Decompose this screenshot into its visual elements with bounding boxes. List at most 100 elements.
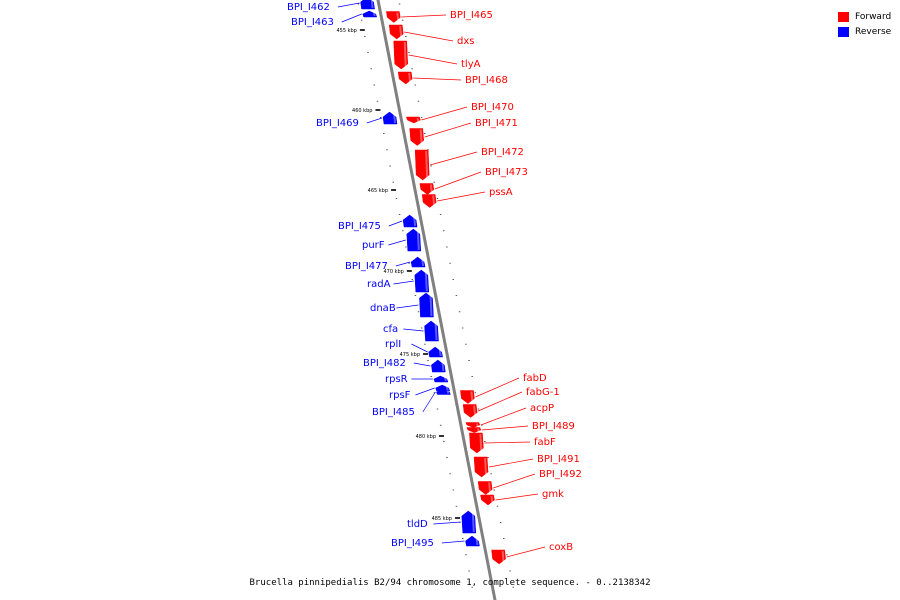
- gene-bpi_i475-arrow: [402, 214, 418, 228]
- gene-bpi_i463-arrow: [362, 10, 378, 18]
- gene-shading: [429, 293, 433, 317]
- gene-shading: [484, 457, 488, 477]
- gene-shading: [432, 195, 436, 207]
- tick-label: 485 kbp: [432, 516, 452, 522]
- gene-label-coxb: coxB: [549, 542, 573, 553]
- legend-label-forward: Forward: [855, 11, 892, 22]
- tick-label: 460 kbp: [352, 108, 372, 114]
- gene-coxb-arrow: [491, 549, 506, 565]
- gene-shading: [424, 270, 428, 292]
- forward-swatch: [838, 11, 849, 22]
- gene-bpi_i465-arrow: [386, 11, 401, 23]
- gene-bpi_i469-arrow: [382, 111, 398, 125]
- gene-shading: [416, 117, 420, 123]
- gene-rpsr-arrow: [433, 375, 449, 383]
- gene-fabg-1-arrow: [462, 404, 478, 418]
- tick-label: 480 kbp: [416, 434, 436, 440]
- gene-leader-line: [366, 117, 383, 124]
- gene-label-bpi_i472: BPI_I472: [481, 147, 524, 158]
- legend-label-reverse: Reverse: [855, 26, 892, 37]
- gene-shading: [475, 536, 479, 546]
- gene-label-bpi_i495: BPI_I495: [391, 538, 434, 549]
- gene-leader-line: [341, 13, 362, 23]
- gene-leader-line: [413, 362, 431, 367]
- legend: Forward Reverse: [838, 9, 891, 39]
- gene-bpi_i485-arrow: [436, 389, 451, 395]
- gene-leader-line: [433, 521, 461, 525]
- gene-bpi_i477-arrow: [410, 256, 426, 268]
- gene-label-bpi_i491: BPI_I491: [537, 454, 580, 465]
- gene-label-rpsf: rpsF: [389, 390, 411, 401]
- gene-gmk-arrow: [480, 494, 495, 506]
- gene-leader-line: [430, 151, 478, 166]
- gene-shading: [443, 376, 447, 382]
- gene-leader-line: [478, 391, 523, 412]
- gene-label-bpi_i473: BPI_I473: [485, 167, 528, 178]
- gene-leader-line: [434, 171, 482, 190]
- gene-label-dnab: dnaB: [370, 303, 396, 314]
- gene-leader-line: [393, 280, 414, 285]
- gene-shading: [425, 150, 429, 180]
- gene-shading: [445, 385, 449, 391]
- tick-label: 465 kbp: [368, 188, 388, 194]
- gene-bpi_i495-arrow: [465, 535, 480, 547]
- gene-shading: [501, 550, 505, 564]
- gene-leader-line: [408, 54, 458, 65]
- gene-shading: [434, 321, 438, 341]
- gene-acpp-arrow: [465, 422, 481, 428]
- gene-bpi_i473-arrow: [419, 183, 435, 195]
- gene-label-fabd: fabD: [523, 373, 547, 384]
- gene-leader-line: [495, 493, 539, 501]
- gene-label-bpi_i462: BPI_I462: [287, 2, 330, 13]
- gene-leader-line: [437, 191, 486, 202]
- gene-label-rada: radA: [367, 279, 391, 290]
- gene-label-bpi_i485: BPI_I485: [372, 407, 415, 418]
- gene-rada-arrow: [414, 269, 430, 293]
- gene-leader-line: [411, 343, 428, 353]
- gene-leader-line: [395, 261, 411, 267]
- gene-bpi_i489-arrow: [466, 427, 482, 433]
- gene-leader-line: [475, 377, 520, 398]
- reverse-swatch: [838, 26, 849, 37]
- gene-bpi_i482-arrow: [431, 359, 446, 373]
- gene-label-bpi_i492: BPI_I492: [539, 469, 582, 480]
- gene-bpi_i468-arrow: [397, 71, 413, 85]
- gene-shading: [470, 391, 474, 403]
- gene-shading: [473, 405, 477, 417]
- gene-leader-line: [481, 425, 529, 431]
- gene-bpi_i471-arrow: [409, 128, 424, 146]
- gene-shading: [438, 347, 442, 357]
- gene-label-pssa: pssA: [489, 187, 513, 198]
- gene-shading: [490, 495, 494, 505]
- gene-leader-line: [480, 407, 527, 426]
- gene-label-bpi_i477: BPI_I477: [345, 261, 388, 272]
- gene-tldd-arrow: [461, 510, 477, 534]
- gene-leader-line: [493, 473, 536, 489]
- gene-leader-line: [424, 122, 472, 138]
- gene-label-bpi_i470: BPI_I470: [471, 102, 514, 113]
- gene-leader-line: [421, 106, 468, 121]
- tick-label: 470 kbp: [383, 269, 403, 275]
- gene-shading: [429, 184, 433, 194]
- gene-label-gmk: gmk: [542, 489, 564, 500]
- legend-item-forward: Forward: [838, 9, 891, 24]
- gene-rpli-arrow: [428, 346, 443, 358]
- gene-label-cfa: cfa: [383, 324, 398, 335]
- gene-leader-line: [489, 458, 534, 468]
- gene-shading: [419, 129, 423, 145]
- gene-shading: [393, 112, 397, 124]
- gene-label-tldd: tldD: [407, 519, 428, 530]
- gene-shading: [396, 12, 400, 22]
- gene-label-rpsr: rpsR: [385, 374, 408, 385]
- gene-shading: [441, 360, 445, 372]
- gene-shading: [475, 423, 479, 427]
- gene-label-tlya: tlyA: [461, 59, 481, 70]
- gene-shading: [471, 511, 475, 533]
- gene-label-bpi_i471: BPI_I471: [475, 118, 518, 129]
- gene-cfa-arrow: [424, 320, 439, 342]
- gene-leader-line: [415, 387, 435, 396]
- gene-bpi_i472-arrow: [414, 149, 430, 181]
- legend-item-reverse: Reverse: [838, 24, 891, 39]
- gene-shading: [413, 215, 417, 227]
- gene-bpi_i492-arrow: [477, 481, 493, 495]
